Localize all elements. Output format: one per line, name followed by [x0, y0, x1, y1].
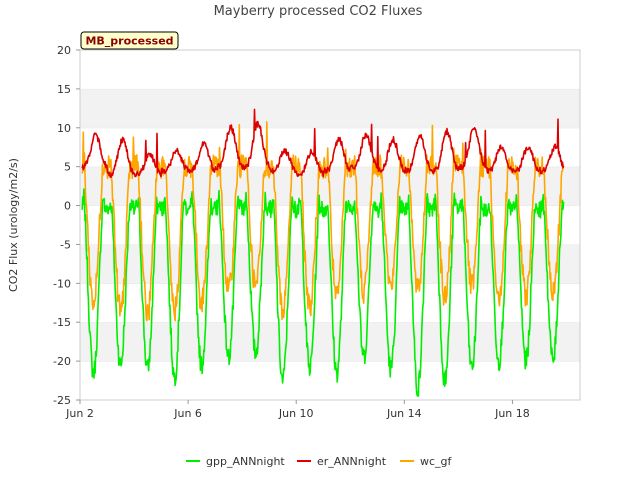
legend-label: er_ANNnight: [317, 455, 387, 468]
grid-band: [80, 361, 580, 400]
y-tick-label: 15: [57, 83, 71, 96]
y-tick-label: -15: [53, 316, 71, 329]
y-tick-label: 0: [64, 200, 71, 213]
series-line-er_ANNnight: [81, 108, 565, 178]
y-tick-label: -10: [53, 277, 71, 290]
legend-label: gpp_ANNnight: [206, 455, 285, 468]
y-tick-label: -5: [60, 238, 71, 251]
grid-band: [80, 50, 580, 89]
y-axis-title: CO2 Flux (urology/m2/s): [7, 158, 20, 292]
y-axis: -25 -20 -15 -10 -5 0 5 10 15 20: [53, 44, 80, 407]
x-tick-label: Jun 10: [278, 407, 314, 420]
site-badge: MB_processed: [80, 31, 179, 50]
y-tick-label: -20: [53, 355, 71, 368]
x-axis: Jun 2 Jun 6 Jun 10 Jun 14 Jun 18: [65, 400, 530, 420]
y-tick-label: -25: [53, 394, 71, 407]
site-badge-label: MB_processed: [85, 35, 173, 48]
y-tick-label: 20: [57, 44, 71, 57]
x-tick-label: Jun 14: [386, 407, 422, 420]
grid-band: [80, 322, 580, 362]
x-tick-label: Jun 2: [65, 407, 94, 420]
legend-label: wc_gf: [420, 455, 453, 468]
series-line-gpp_ANNnight: [81, 188, 565, 397]
x-tick-label: Jun 18: [494, 407, 530, 420]
chart-title: Mayberry processed CO2 Fluxes: [214, 4, 423, 19]
series-layer: [81, 108, 565, 397]
y-tick-label: 10: [57, 122, 71, 135]
y-tick-label: 5: [64, 161, 71, 174]
grid-band: [80, 88, 580, 128]
x-tick-label: Jun 6: [173, 407, 202, 420]
legend: gpp_ANNnight er_ANNnight wc_gf: [186, 455, 453, 468]
plot-frame: [79, 49, 581, 401]
site-badge-box: [80, 31, 179, 50]
